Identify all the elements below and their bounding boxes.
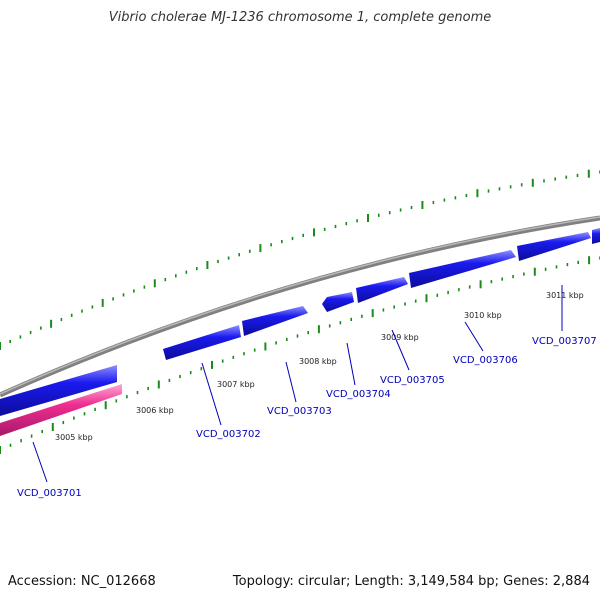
- scale-label: 3005 kbp: [55, 433, 93, 442]
- map-title: Vibrio cholerae MJ-1236 chromosome 1, co…: [108, 10, 492, 25]
- gene-arrow-blue-6[interactable]: [409, 250, 516, 288]
- chromosome-backbone: [0, 215, 600, 398]
- gene-arrow-blue-3[interactable]: [242, 306, 308, 336]
- scale-label: 3009 kbp: [381, 333, 419, 342]
- leader-line: [285, 361, 297, 403]
- leader-line: [201, 362, 222, 426]
- leader-line: [346, 342, 356, 386]
- gene-arrow-blue-2[interactable]: [163, 325, 241, 360]
- gene-label[interactable]: VCD_003705: [380, 375, 445, 386]
- scale-label: 3007 kbp: [217, 380, 255, 389]
- gene-label[interactable]: VCD_003707: [532, 336, 597, 347]
- leader-line: [464, 321, 484, 352]
- genome-summary-text: Topology: circular; Length: 3,149,584 bp…: [232, 574, 590, 589]
- gene-label[interactable]: VCD_003706: [453, 355, 518, 366]
- gene-label[interactable]: VCD_003702: [196, 429, 261, 440]
- gene-arrow-blue-4[interactable]: [322, 292, 354, 312]
- gene-arrow-blue-5[interactable]: [356, 277, 408, 303]
- accession-text: Accession: NC_012668: [8, 574, 156, 589]
- scale-label: 3008 kbp: [299, 357, 337, 366]
- outer-tick-ring: [0, 169, 600, 350]
- gene-label[interactable]: VCD_003704: [326, 389, 391, 400]
- leader-line: [32, 441, 48, 483]
- gene-arrow-blue-8[interactable]: [592, 228, 600, 244]
- inner-tick-ring: [0, 256, 600, 454]
- scale-label: 3006 kbp: [136, 406, 174, 415]
- gene-arrow-blue-7[interactable]: [517, 232, 591, 261]
- gene-arrow-vcd-003701[interactable]: [0, 384, 122, 436]
- scale-label: 3011 kbp: [546, 291, 584, 300]
- gene-arrow-blue-1[interactable]: [0, 365, 117, 416]
- scale-label: 3010 kbp: [464, 311, 502, 320]
- gene-label[interactable]: VCD_003701: [17, 488, 82, 499]
- gene-label[interactable]: VCD_003703: [267, 406, 332, 417]
- leader-line: [391, 329, 410, 371]
